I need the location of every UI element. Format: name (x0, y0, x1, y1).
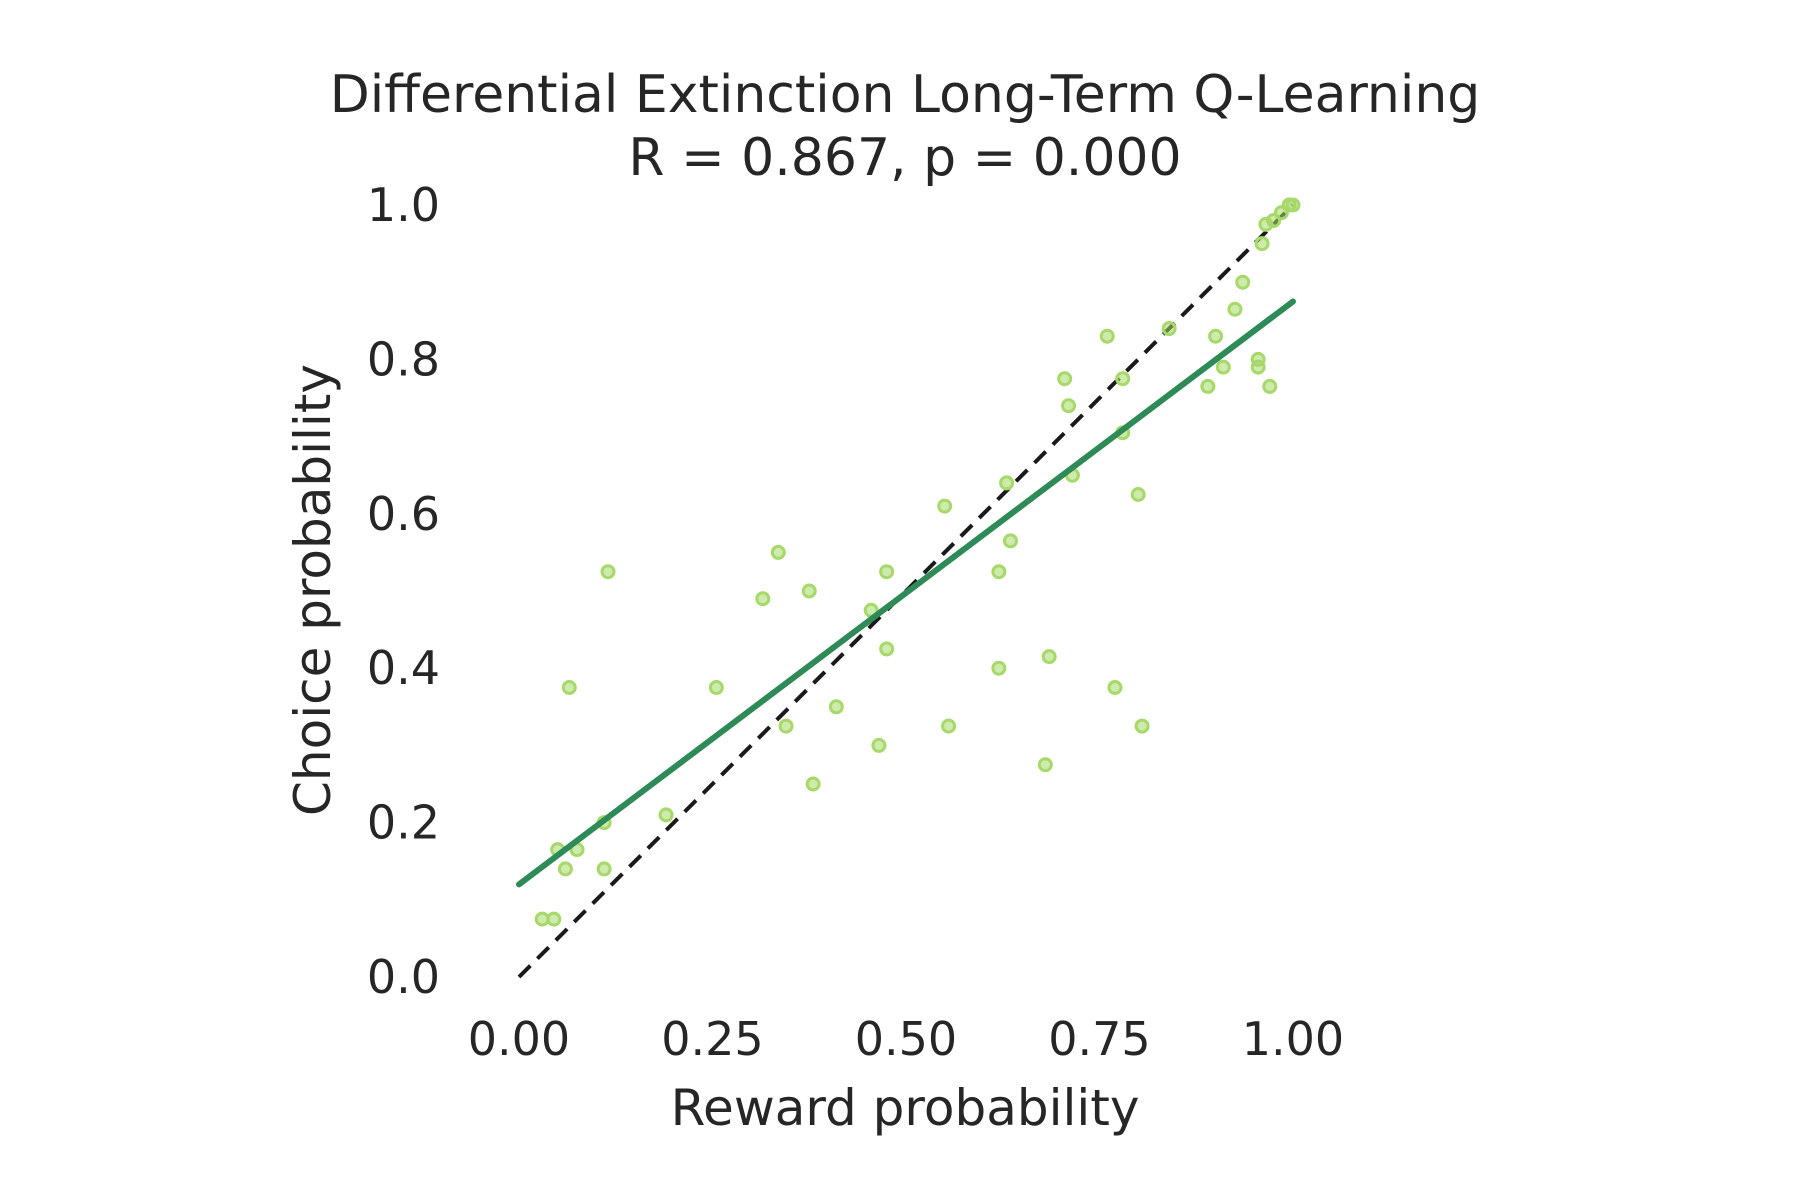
y-tick-label: 0.8 (367, 332, 440, 386)
data-point (1235, 274, 1251, 290)
data-point (1227, 301, 1243, 317)
fit-line (516, 298, 1296, 888)
data-point (658, 807, 674, 823)
data-point (1250, 359, 1266, 375)
data-point (1215, 359, 1231, 375)
data-point (879, 641, 895, 657)
data-point (999, 475, 1015, 491)
data-point (1262, 378, 1278, 394)
data-point (1107, 680, 1123, 695)
data-point (557, 861, 573, 877)
x-tick-label: 0.25 (661, 1012, 763, 1066)
data-point (561, 680, 577, 695)
y-axis-label: Choice probability (284, 364, 342, 816)
x-tick-label: 0.00 (468, 1012, 570, 1066)
data-point (708, 680, 724, 695)
data-point (801, 583, 817, 599)
y-tick-label: 0.6 (367, 487, 440, 541)
data-point (871, 737, 887, 753)
chart-title: Differential Extinction Long-Term Q-Lear… (330, 65, 1481, 125)
data-point (1002, 533, 1018, 549)
data-point (1254, 236, 1270, 252)
data-point (770, 544, 786, 560)
y-tick-label: 0.2 (367, 796, 440, 850)
data-points-layer (534, 197, 1301, 927)
y-tick-label: 0.0 (367, 950, 440, 1004)
data-point (828, 699, 844, 715)
data-point (778, 718, 794, 734)
data-point (805, 776, 821, 792)
data-point (1134, 718, 1150, 734)
chart-subtitle: R = 0.867, p = 0.000 (628, 128, 1181, 188)
data-point (1057, 371, 1073, 387)
data-point (596, 861, 612, 877)
data-point (1161, 321, 1177, 337)
y-tick-label: 0.4 (367, 641, 440, 695)
fit-line-layer (516, 298, 1296, 888)
y-tick-label: 1.0 (367, 178, 440, 232)
x-tick-label: 0.75 (1048, 1012, 1150, 1066)
data-point (1130, 487, 1146, 502)
data-point (991, 564, 1007, 580)
data-point (546, 911, 562, 927)
data-point (941, 718, 957, 734)
data-point (1061, 398, 1077, 414)
data-point (1208, 328, 1224, 344)
data-point (991, 660, 1007, 676)
data-point (937, 498, 953, 514)
x-tick-label: 1.00 (1242, 1012, 1344, 1066)
data-point (1099, 328, 1115, 344)
data-point (879, 564, 895, 580)
x-tick-label: 0.50 (855, 1012, 957, 1066)
data-point (600, 564, 616, 580)
x-axis-label: Reward probability (671, 1079, 1140, 1137)
data-point (1041, 649, 1057, 665)
y-axis-ticks: 0.0 0.2 0.4 0.6 0.8 1.0 (367, 178, 440, 1004)
data-point (755, 591, 771, 607)
data-point (1037, 757, 1053, 773)
data-point (1285, 197, 1301, 213)
data-point (1115, 371, 1131, 387)
x-axis-ticks: 0.00 0.25 0.50 0.75 1.00 (468, 1012, 1344, 1066)
data-point (1200, 378, 1216, 394)
